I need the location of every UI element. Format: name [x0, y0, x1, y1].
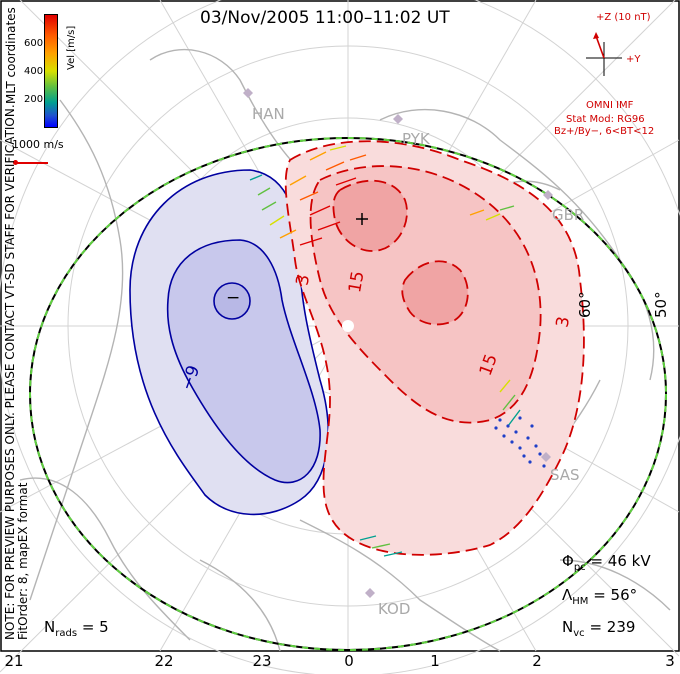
colorbar-tick-400: 400: [24, 66, 44, 77]
stat-phi-pc-symbol: Φ: [562, 552, 574, 570]
mlt-tick-2: 2: [532, 652, 542, 670]
positive-cell: [284, 140, 585, 556]
site-label-gbr: GBR: [552, 206, 585, 224]
radar-site-markers: [243, 88, 553, 598]
coordinates-label: MLT coordinates: [4, 7, 18, 104]
mlt-axis: 21 22 23 0 1 2 3: [0, 652, 680, 674]
latitude-label-60: 60°: [576, 291, 594, 318]
mlt-tick-3: 3: [665, 652, 675, 670]
imf-bz-label: +Z (10 nT): [596, 12, 651, 23]
stat-n-rads-value: = 5: [81, 618, 109, 636]
scale-vector-label: 1000 m/s: [12, 138, 64, 151]
stat-n-vc-symbol: N: [562, 618, 574, 636]
imf-vector-head: [593, 32, 599, 39]
velocity-vectors: [249, 145, 521, 557]
site-label-pyk: PYK: [402, 130, 430, 148]
colorbar-label: Vel [m/s]: [66, 25, 77, 70]
contour-label-neg-small: −: [226, 288, 241, 308]
imf-model: Stat Mod: RG96: [566, 114, 645, 125]
velocity-colorbar: [44, 14, 58, 128]
stat-lambda-hm-symbol: Λ: [562, 586, 573, 604]
stat-n-vc-value: = 239: [589, 618, 636, 636]
stat-n-rads-symbol: N: [44, 618, 56, 636]
contour-label-pos-15a: 15: [345, 269, 369, 295]
imf-condition: Bz+/By−, 6<BT<12: [554, 126, 655, 137]
potential-extrema: [356, 213, 368, 225]
site-label-han: HAN: [252, 105, 285, 123]
stat-n-rads: Nrads = 5: [44, 618, 109, 639]
colorbar-tick-600: 600: [24, 38, 44, 49]
low-velocity-points: [494, 416, 546, 468]
mlt-tick-23: 23: [252, 652, 272, 670]
stat-lambda-hm-value: = 56°: [593, 586, 638, 604]
colorbar-tick-200: 200: [24, 94, 44, 105]
stat-lambda-hm-sub: HM: [572, 596, 589, 607]
imf-vector: [595, 35, 605, 59]
map-title: 03/Nov/2005 11:00–11:02 UT: [200, 8, 450, 28]
stat-n-rads-sub: rads: [55, 628, 78, 639]
hm-boundary-dash: [29, 137, 667, 651]
stat-phi-pc-sub: pc: [573, 562, 586, 573]
preview-note-line2: FitOrder: 8, mapEX format: [16, 482, 30, 640]
imf-by-label: +Y: [626, 54, 641, 65]
scale-vector: [16, 162, 48, 164]
mlt-tick-1: 1: [430, 652, 440, 670]
stat-phi-pc: Φpc = 46 kV: [562, 552, 651, 573]
scale-vector-origin: [13, 160, 18, 165]
imf-clock-axes: [586, 42, 622, 76]
stat-n-vc: Nvc = 239: [562, 618, 635, 639]
mlt-tick-22: 22: [154, 652, 174, 670]
stat-phi-pc-value: = 46 kV: [590, 552, 651, 570]
latitude-label-50: 50°: [652, 291, 670, 318]
mlt-tick-21: 21: [4, 652, 24, 670]
site-label-kod: KOD: [378, 600, 411, 618]
imf-source: OMNI IMF: [586, 100, 634, 111]
negative-cell: [129, 169, 329, 516]
mlt-tick-0: 0: [344, 652, 354, 670]
preview-note: NOTE: FOR PREVIEW PURPOSES ONLY. PLEASE …: [3, 104, 30, 640]
pole-marker: [342, 320, 354, 332]
site-label-sas: SAS: [550, 466, 580, 484]
stat-lambda-hm: ΛHM = 56°: [562, 586, 637, 607]
stat-n-vc-sub: vc: [573, 628, 585, 639]
